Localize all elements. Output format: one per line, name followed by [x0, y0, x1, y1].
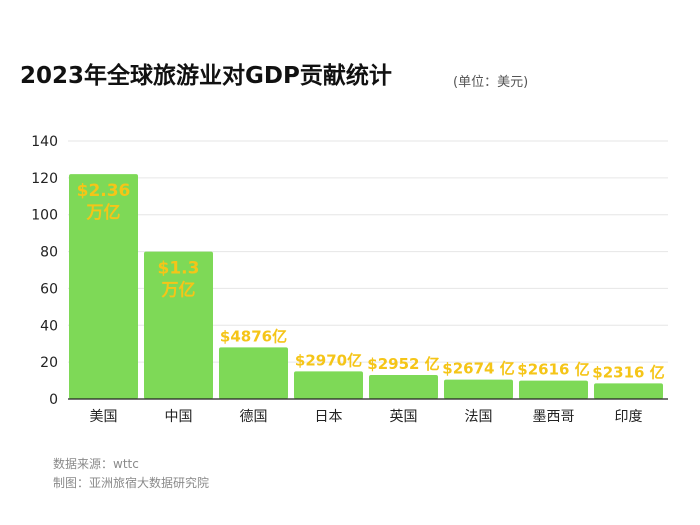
- source-note: 数据来源：wttc: [53, 457, 139, 471]
- y-tick-label: 120: [31, 171, 58, 187]
- data-label: $4876亿: [220, 327, 287, 345]
- bar: [594, 383, 663, 399]
- data-label: $2616 亿: [517, 361, 589, 379]
- bar: [294, 371, 363, 399]
- data-label: 万亿: [161, 280, 196, 301]
- x-tick-label: 美国: [90, 409, 118, 425]
- bar: [444, 379, 513, 399]
- data-label: $2970亿: [295, 351, 362, 369]
- bars: [69, 174, 663, 399]
- x-tick-label: 墨西哥: [533, 409, 575, 425]
- x-tick-labels: 美国 中国 德国 日本 英国 法国 墨西哥 印度: [90, 408, 643, 425]
- y-tick-label: 140: [31, 134, 58, 150]
- x-tick-label: 法国: [465, 409, 493, 425]
- x-tick-label: 日本: [315, 409, 343, 425]
- y-tick-label: 40: [40, 318, 58, 334]
- data-label: $1.3: [158, 259, 200, 279]
- y-tick-label: 100: [31, 208, 58, 224]
- gridlines: [68, 140, 668, 363]
- maker-note: 制图：亚洲旅宿大数据研究院: [53, 476, 210, 490]
- chart-title: 2023年全球旅游业对GDP贡献统计: [20, 63, 392, 89]
- bar: [144, 251, 213, 399]
- x-tick-label: 中国: [165, 409, 193, 425]
- bar: [369, 375, 438, 399]
- x-tick-label: 德国: [240, 409, 268, 425]
- y-tick-label: 20: [40, 355, 58, 371]
- y-tick-label: 60: [40, 281, 58, 297]
- unit-label: (单位：美元): [453, 75, 529, 90]
- data-label: $2952 亿: [367, 355, 439, 373]
- bar: [219, 347, 288, 399]
- y-tick-label: 80: [40, 245, 58, 261]
- y-tick-label: 0: [49, 392, 58, 408]
- data-label: $2674 亿: [442, 360, 514, 378]
- data-label: $2316 亿: [592, 363, 664, 381]
- x-tick-label: 英国: [390, 408, 418, 425]
- bar: [519, 380, 588, 399]
- bar: [69, 174, 138, 399]
- data-label: $2.36: [77, 181, 131, 201]
- y-tick-labels: 0 20 40 60 80 100 120 140: [31, 134, 58, 408]
- x-tick-label: 印度: [615, 409, 643, 425]
- data-label: 万亿: [86, 202, 121, 223]
